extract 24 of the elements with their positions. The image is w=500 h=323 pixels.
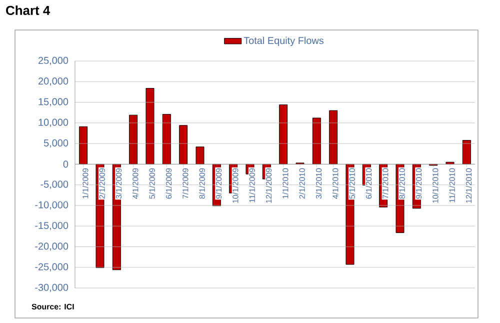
bar [79, 126, 88, 164]
y-tick-label: -25,000 [35, 263, 68, 272]
bar [179, 125, 188, 164]
bar [312, 118, 321, 164]
bar [196, 146, 204, 164]
bar [129, 114, 138, 164]
y-tick-label: 10,000 [38, 118, 68, 128]
legend-label: Total Equity Flows [244, 36, 324, 46]
y-tick-label: -10,000 [35, 201, 68, 210]
chart-title: Chart 4 [6, 6, 50, 16]
bar [462, 140, 471, 164]
y-tick-label: -5,000 [40, 180, 68, 189]
bar [279, 104, 288, 164]
y-tick-label: 5,000 [44, 139, 68, 148]
y-tick-label: -15,000 [35, 222, 68, 230]
bar [329, 110, 338, 164]
bar [162, 114, 171, 164]
y-tick-label: -20,000 [35, 242, 68, 251]
y-tick-label: 20,000 [38, 78, 68, 86]
bar [146, 88, 154, 164]
y-tick-label: 25,000 [38, 56, 68, 66]
y-tick-label: 15,000 [38, 98, 68, 106]
y-tick-label: -30,000 [35, 284, 68, 292]
y-tick-label: 0 [63, 160, 68, 168]
